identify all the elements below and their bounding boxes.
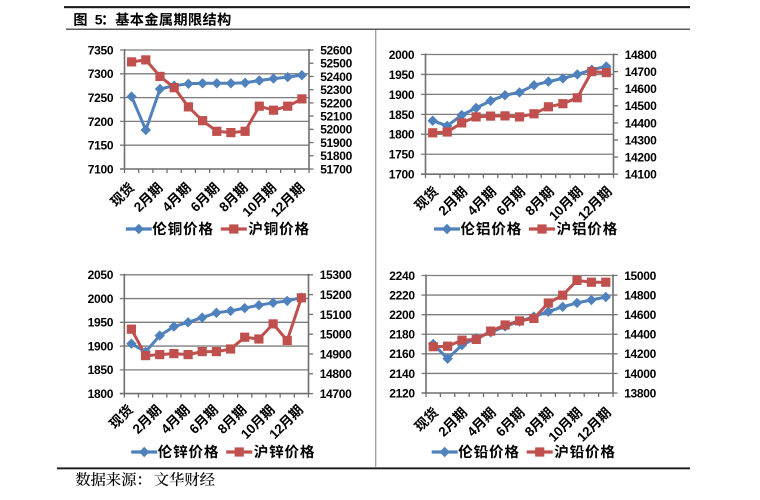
svg-text:7250: 7250	[88, 91, 114, 105]
svg-text:7200: 7200	[88, 115, 114, 129]
svg-text:14900: 14900	[320, 347, 352, 361]
svg-text:7300: 7300	[88, 67, 114, 81]
svg-text:52100: 52100	[320, 110, 352, 124]
svg-text:52300: 52300	[320, 83, 352, 97]
svg-text:2160: 2160	[389, 347, 415, 361]
svg-text:2050: 2050	[88, 268, 114, 282]
svg-text:14600: 14600	[624, 308, 656, 322]
svg-text:52500: 52500	[320, 57, 352, 71]
svg-text:1900: 1900	[389, 88, 415, 102]
svg-text:2200: 2200	[389, 308, 415, 322]
svg-text:5: 5	[95, 12, 103, 28]
svg-text:2180: 2180	[389, 328, 415, 342]
svg-text:14200: 14200	[625, 151, 657, 165]
svg-text:52400: 52400	[320, 70, 352, 84]
svg-text:7350: 7350	[88, 43, 114, 57]
svg-text:1800: 1800	[88, 387, 114, 401]
svg-text:51800: 51800	[320, 149, 352, 163]
svg-text:14300: 14300	[625, 133, 657, 147]
svg-text:1900: 1900	[88, 339, 114, 353]
svg-text:14800: 14800	[625, 48, 657, 62]
svg-text:14600: 14600	[625, 82, 657, 96]
svg-text:14000: 14000	[624, 367, 656, 381]
svg-text:1950: 1950	[88, 316, 114, 330]
svg-text:51900: 51900	[320, 136, 352, 150]
svg-text:14700: 14700	[320, 387, 352, 401]
svg-text:14800: 14800	[624, 288, 656, 302]
svg-text:1850: 1850	[88, 363, 114, 377]
svg-text:2240: 2240	[389, 269, 415, 283]
svg-text:52200: 52200	[320, 96, 352, 110]
svg-text:14200: 14200	[624, 347, 656, 361]
svg-text:1700: 1700	[389, 168, 415, 182]
svg-text:15000: 15000	[624, 269, 656, 283]
svg-text:14700: 14700	[625, 65, 657, 79]
svg-text:7150: 7150	[88, 139, 114, 153]
svg-text:2000: 2000	[88, 292, 114, 306]
svg-text:1750: 1750	[389, 148, 415, 162]
svg-text:15300: 15300	[320, 268, 352, 282]
svg-text:7100: 7100	[88, 162, 114, 176]
svg-text:1800: 1800	[389, 128, 415, 142]
svg-text:14500: 14500	[625, 99, 657, 113]
svg-text:15200: 15200	[320, 288, 352, 302]
svg-text:14800: 14800	[320, 367, 352, 381]
svg-text:14400: 14400	[624, 328, 656, 342]
svg-text:14100: 14100	[625, 168, 657, 182]
svg-text:1850: 1850	[389, 108, 415, 122]
svg-text:14400: 14400	[625, 116, 657, 130]
svg-text:15000: 15000	[320, 328, 352, 342]
svg-text:1950: 1950	[389, 68, 415, 82]
svg-text:13800: 13800	[624, 386, 656, 400]
svg-text:2220: 2220	[389, 288, 415, 302]
svg-text:15100: 15100	[320, 308, 352, 322]
svg-text:51700: 51700	[320, 162, 352, 176]
svg-text:2000: 2000	[389, 48, 415, 62]
svg-text:52600: 52600	[320, 43, 352, 57]
svg-text:2140: 2140	[389, 367, 415, 381]
svg-text:2120: 2120	[389, 386, 415, 400]
svg-text:52000: 52000	[320, 123, 352, 137]
